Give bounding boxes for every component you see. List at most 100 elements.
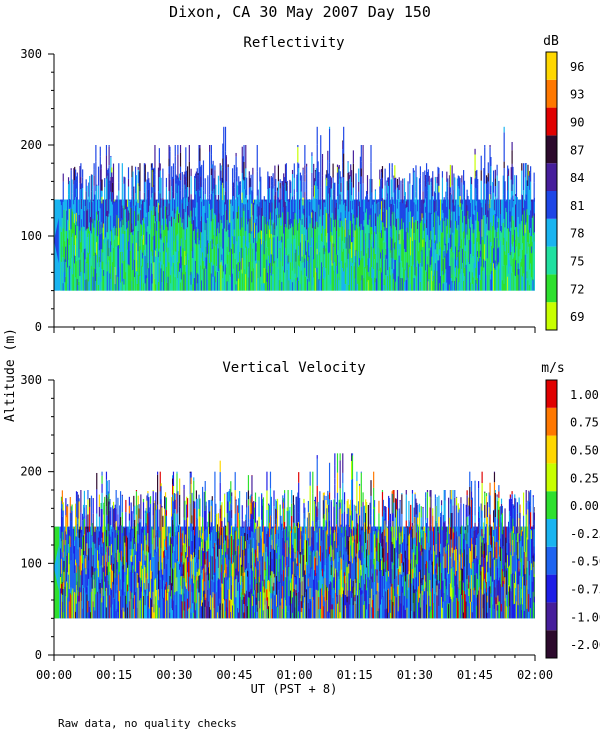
- heatmap-cell: [534, 173, 535, 183]
- heatmap-cell: [113, 164, 114, 183]
- heatmap-cell: [205, 481, 206, 491]
- heatmap-cell: [154, 174, 155, 192]
- heatmap-cell: [303, 182, 304, 198]
- heatmap-cell: [199, 148, 200, 161]
- heatmap-cell: [194, 502, 195, 509]
- heatmap-cell: [226, 157, 227, 182]
- heatmap-cell: [120, 517, 121, 525]
- heatmap-cell: [161, 178, 162, 199]
- heatmap-cell: [184, 501, 185, 520]
- heatmap-cell: [249, 171, 250, 175]
- heatmap-cell: [80, 490, 81, 512]
- heatmap-cell: [523, 163, 524, 190]
- heatmap-cell: [329, 139, 330, 163]
- heatmap-cell: [89, 176, 90, 202]
- heatmap-cell: [508, 176, 509, 201]
- heatmap-cell: [235, 490, 236, 496]
- heatmap-cell: [212, 501, 213, 530]
- heatmap-cell: [471, 177, 472, 184]
- heatmap-cell: [331, 177, 332, 188]
- heatmap-cell: [489, 145, 490, 147]
- colorbar-label: 75: [570, 255, 584, 269]
- heatmap-cell: [209, 500, 210, 511]
- heatmap-cell: [95, 145, 96, 161]
- heatmap-cell: [191, 515, 192, 524]
- heatmap-cell: [358, 169, 359, 182]
- heatmap-cell: [370, 145, 371, 162]
- heatmap-cell: [147, 491, 148, 493]
- heatmap-cell: [429, 185, 430, 199]
- heatmap-cell: [392, 168, 393, 178]
- heatmap-cell: [490, 157, 491, 166]
- heatmap-cell: [101, 179, 102, 190]
- heatmap-cell: [301, 175, 302, 191]
- heatmap-cell: [512, 142, 513, 150]
- heatmap-cell: [148, 178, 149, 179]
- heatmap-cell: [534, 270, 535, 291]
- heatmap-cell: [201, 165, 202, 187]
- heatmap-cell: [280, 179, 281, 183]
- heatmap-cell: [215, 185, 216, 195]
- heatmap-cell: [516, 175, 517, 193]
- heatmap-cell: [225, 143, 226, 152]
- heatmap-cell: [534, 213, 535, 232]
- colorbar-swatch: [546, 163, 557, 191]
- heatmap-cell: [191, 169, 192, 176]
- heatmap-cell: [414, 171, 415, 173]
- heatmap-cell: [243, 162, 244, 171]
- heatmap-cell: [370, 162, 371, 179]
- heatmap-cell: [129, 513, 130, 520]
- heatmap-cell: [231, 504, 232, 510]
- heatmap-cell: [512, 167, 513, 178]
- heatmap-cell: [534, 249, 535, 270]
- heatmap-cell: [351, 170, 352, 182]
- heatmap-cell: [476, 170, 477, 174]
- heatmap-cell: [260, 177, 261, 179]
- heatmap-cell: [153, 490, 154, 491]
- heatmap-cell: [101, 164, 102, 168]
- heatmap-cell: [193, 481, 194, 501]
- heatmap-cell: [177, 145, 178, 154]
- heatmap-cell: [87, 490, 88, 499]
- heatmap-cell: [534, 232, 535, 249]
- heatmap-cell: [138, 508, 139, 518]
- heatmap-cell: [287, 181, 288, 186]
- heatmap-cell: [63, 182, 64, 202]
- heatmap-cell: [294, 178, 295, 189]
- heatmap-cell: [220, 472, 221, 483]
- reflectivity-colorbar-unit: dB: [543, 34, 559, 49]
- heatmap-cell: [467, 190, 468, 192]
- heatmap-cell: [297, 145, 298, 147]
- heatmap-cell: [94, 169, 95, 175]
- colorbar-label: 90: [570, 116, 584, 130]
- heatmap-cell: [258, 190, 259, 201]
- heatmap-cell: [109, 146, 110, 165]
- heatmap-cell: [452, 165, 453, 185]
- heatmap-cell: [422, 172, 423, 192]
- heatmap-cell: [278, 181, 279, 197]
- heatmap-cell: [169, 180, 170, 202]
- heatmap-cell: [521, 163, 522, 170]
- heatmap-cell: [122, 163, 123, 183]
- heatmap-cell: [180, 167, 181, 173]
- heatmap-cell: [484, 161, 485, 183]
- heatmap-cell: [327, 151, 328, 160]
- heatmap-cell: [122, 496, 123, 512]
- heatmap-cell: [180, 173, 181, 180]
- heatmap-cell: [138, 167, 139, 170]
- heatmap-cell: [122, 512, 123, 519]
- heatmap-cell: [191, 493, 192, 515]
- heatmap-cell: [175, 494, 176, 500]
- heatmap-cell: [154, 152, 155, 168]
- heatmap-cell: [322, 159, 323, 176]
- heatmap-cell: [304, 165, 305, 174]
- heatmap-cell: [221, 502, 222, 521]
- heatmap-cell: [223, 157, 224, 178]
- heatmap-cell: [175, 500, 176, 509]
- y-axis-label: Altitude (m): [3, 328, 18, 422]
- heatmap-cell: [493, 171, 494, 183]
- heatmap-cell: [154, 168, 155, 174]
- heatmap-cell: [303, 168, 304, 170]
- heatmap-cell: [99, 507, 100, 517]
